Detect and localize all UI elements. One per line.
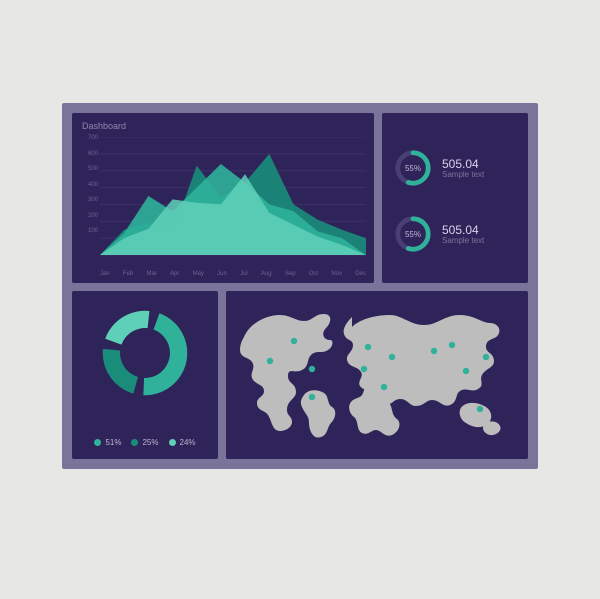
progress-ring-icon: 55% bbox=[394, 149, 432, 187]
map-marker-icon bbox=[267, 358, 273, 364]
donut-legend-item: 24% bbox=[169, 438, 196, 447]
donut-legend-item: 51% bbox=[94, 438, 121, 447]
kpi-percent: 55% bbox=[394, 149, 432, 187]
map-marker-icon bbox=[463, 368, 469, 374]
area-chart-xticks: JanFebMarAprMayJunJulAugSepOctNovDec bbox=[100, 271, 366, 277]
area-chart-yticks: 700600500400300200100 bbox=[78, 135, 98, 244]
map-marker-icon bbox=[361, 366, 367, 372]
kpi-item: 55% 505.04 Sample text bbox=[394, 149, 484, 187]
map-marker-icon bbox=[365, 344, 371, 350]
world-map bbox=[234, 299, 520, 451]
donut-segment bbox=[105, 311, 149, 345]
area-chart-title: Dashboard bbox=[82, 121, 126, 131]
kpi-item: 55% 505.04 Sample text bbox=[394, 215, 484, 253]
map-marker-icon bbox=[381, 384, 387, 390]
area-chart bbox=[100, 137, 366, 265]
donut-legend: 51% 25% 24% bbox=[72, 438, 218, 447]
world-map-panel bbox=[226, 291, 528, 459]
donut-legend-item: 25% bbox=[131, 438, 158, 447]
dashboard-frame: Dashboard 700600500400300200100 JanFebMa… bbox=[62, 103, 538, 469]
map-marker-icon bbox=[477, 406, 483, 412]
kpi-value: 505.04 bbox=[442, 224, 484, 236]
kpi-panel: 55% 505.04 Sample text 55% 505.04 Sample… bbox=[382, 113, 528, 283]
map-marker-icon bbox=[309, 394, 315, 400]
map-landmass bbox=[240, 314, 501, 438]
donut-panel: 51% 25% 24% bbox=[72, 291, 218, 459]
donut-segment bbox=[143, 313, 187, 395]
map-marker-icon bbox=[389, 354, 395, 360]
area-chart-panel: Dashboard 700600500400300200100 JanFebMa… bbox=[72, 113, 374, 283]
map-marker-icon bbox=[309, 366, 315, 372]
progress-ring-icon: 55% bbox=[394, 215, 432, 253]
donut-segment bbox=[103, 349, 138, 394]
map-marker-icon bbox=[291, 338, 297, 344]
kpi-value: 505.04 bbox=[442, 158, 484, 170]
donut-chart bbox=[97, 305, 193, 401]
map-marker-icon bbox=[431, 348, 437, 354]
map-marker-icon bbox=[483, 354, 489, 360]
kpi-label: Sample text bbox=[442, 170, 484, 179]
kpi-percent: 55% bbox=[394, 215, 432, 253]
map-marker-icon bbox=[449, 342, 455, 348]
kpi-label: Sample text bbox=[442, 236, 484, 245]
